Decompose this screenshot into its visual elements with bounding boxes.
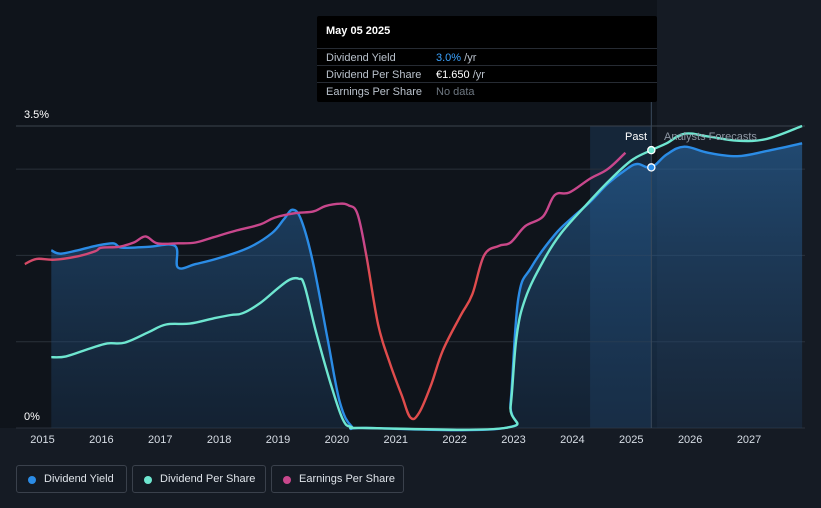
tooltip-row-dividend-per-share: Dividend Per Share €1.650 /yr	[317, 65, 657, 83]
x-axis-ticks: 2015 2016 2017 2018 2019 2020 2021 2022 2023 2024…	[30, 434, 761, 446]
y-axis-ticks: 3.5% 0%	[24, 109, 49, 423]
tooltip-label: Earnings Per Share	[326, 86, 422, 98]
y-tick-label: 0%	[24, 411, 40, 423]
x-tick-label: 2025	[619, 434, 643, 446]
dividend-yield-area	[51, 143, 803, 431]
x-tick-label: 2021	[384, 434, 408, 446]
legend-item-dividend-per-share[interactable]: Dividend Per Share	[132, 465, 266, 493]
legend-dot-icon	[283, 476, 291, 484]
tooltip-value: €1.650 /yr	[436, 69, 485, 81]
tooltip-row-earnings-per-share: Earnings Per Share No data	[317, 82, 657, 100]
legend-item-dividend-yield[interactable]: Dividend Yield	[16, 465, 127, 493]
x-tick-label: 2020	[325, 434, 349, 446]
x-tick-label: 2024	[560, 434, 584, 446]
legend-dot-icon	[28, 476, 36, 484]
x-tick-label: 2027	[737, 434, 761, 446]
legend-label: Dividend Per Share	[160, 473, 256, 485]
legend-label: Dividend Yield	[44, 473, 114, 485]
tooltip-marker	[647, 163, 656, 172]
tooltip-value: 3.0% /yr	[436, 52, 477, 64]
x-tick-label: 2023	[501, 434, 525, 446]
x-tick-label: 2016	[89, 434, 113, 446]
x-tick-label: 2017	[148, 434, 172, 446]
tooltip-label: Dividend Yield	[326, 52, 396, 64]
past-label: Past	[625, 131, 648, 143]
x-tick-label: 2022	[442, 434, 466, 446]
tooltip-date: May 05 2025	[326, 25, 391, 37]
x-tick-label: 2019	[266, 434, 290, 446]
tooltip-marker	[647, 145, 656, 155]
earnings-per-share-line	[24, 151, 627, 421]
legend-label: Earnings Per Share	[299, 473, 395, 485]
x-tick-label: 2015	[30, 434, 54, 446]
tooltip: May 05 2025 Dividend Yield 3.0% /yr Divi…	[317, 16, 657, 102]
x-tick-label: 2018	[207, 434, 231, 446]
legend-dot-icon	[144, 476, 152, 484]
forecast-label: Analysts Forecasts	[664, 131, 757, 143]
legend-item-earnings-per-share[interactable]: Earnings Per Share	[271, 465, 404, 493]
tooltip-row-dividend-yield: Dividend Yield 3.0% /yr	[317, 48, 657, 66]
tooltip-label: Dividend Per Share	[326, 69, 422, 81]
series-fills	[51, 143, 803, 431]
x-tick-label: 2026	[678, 434, 702, 446]
series-markers	[647, 145, 656, 172]
tooltip-value: No data	[436, 86, 475, 98]
y-tick-label: 3.5%	[24, 109, 49, 121]
